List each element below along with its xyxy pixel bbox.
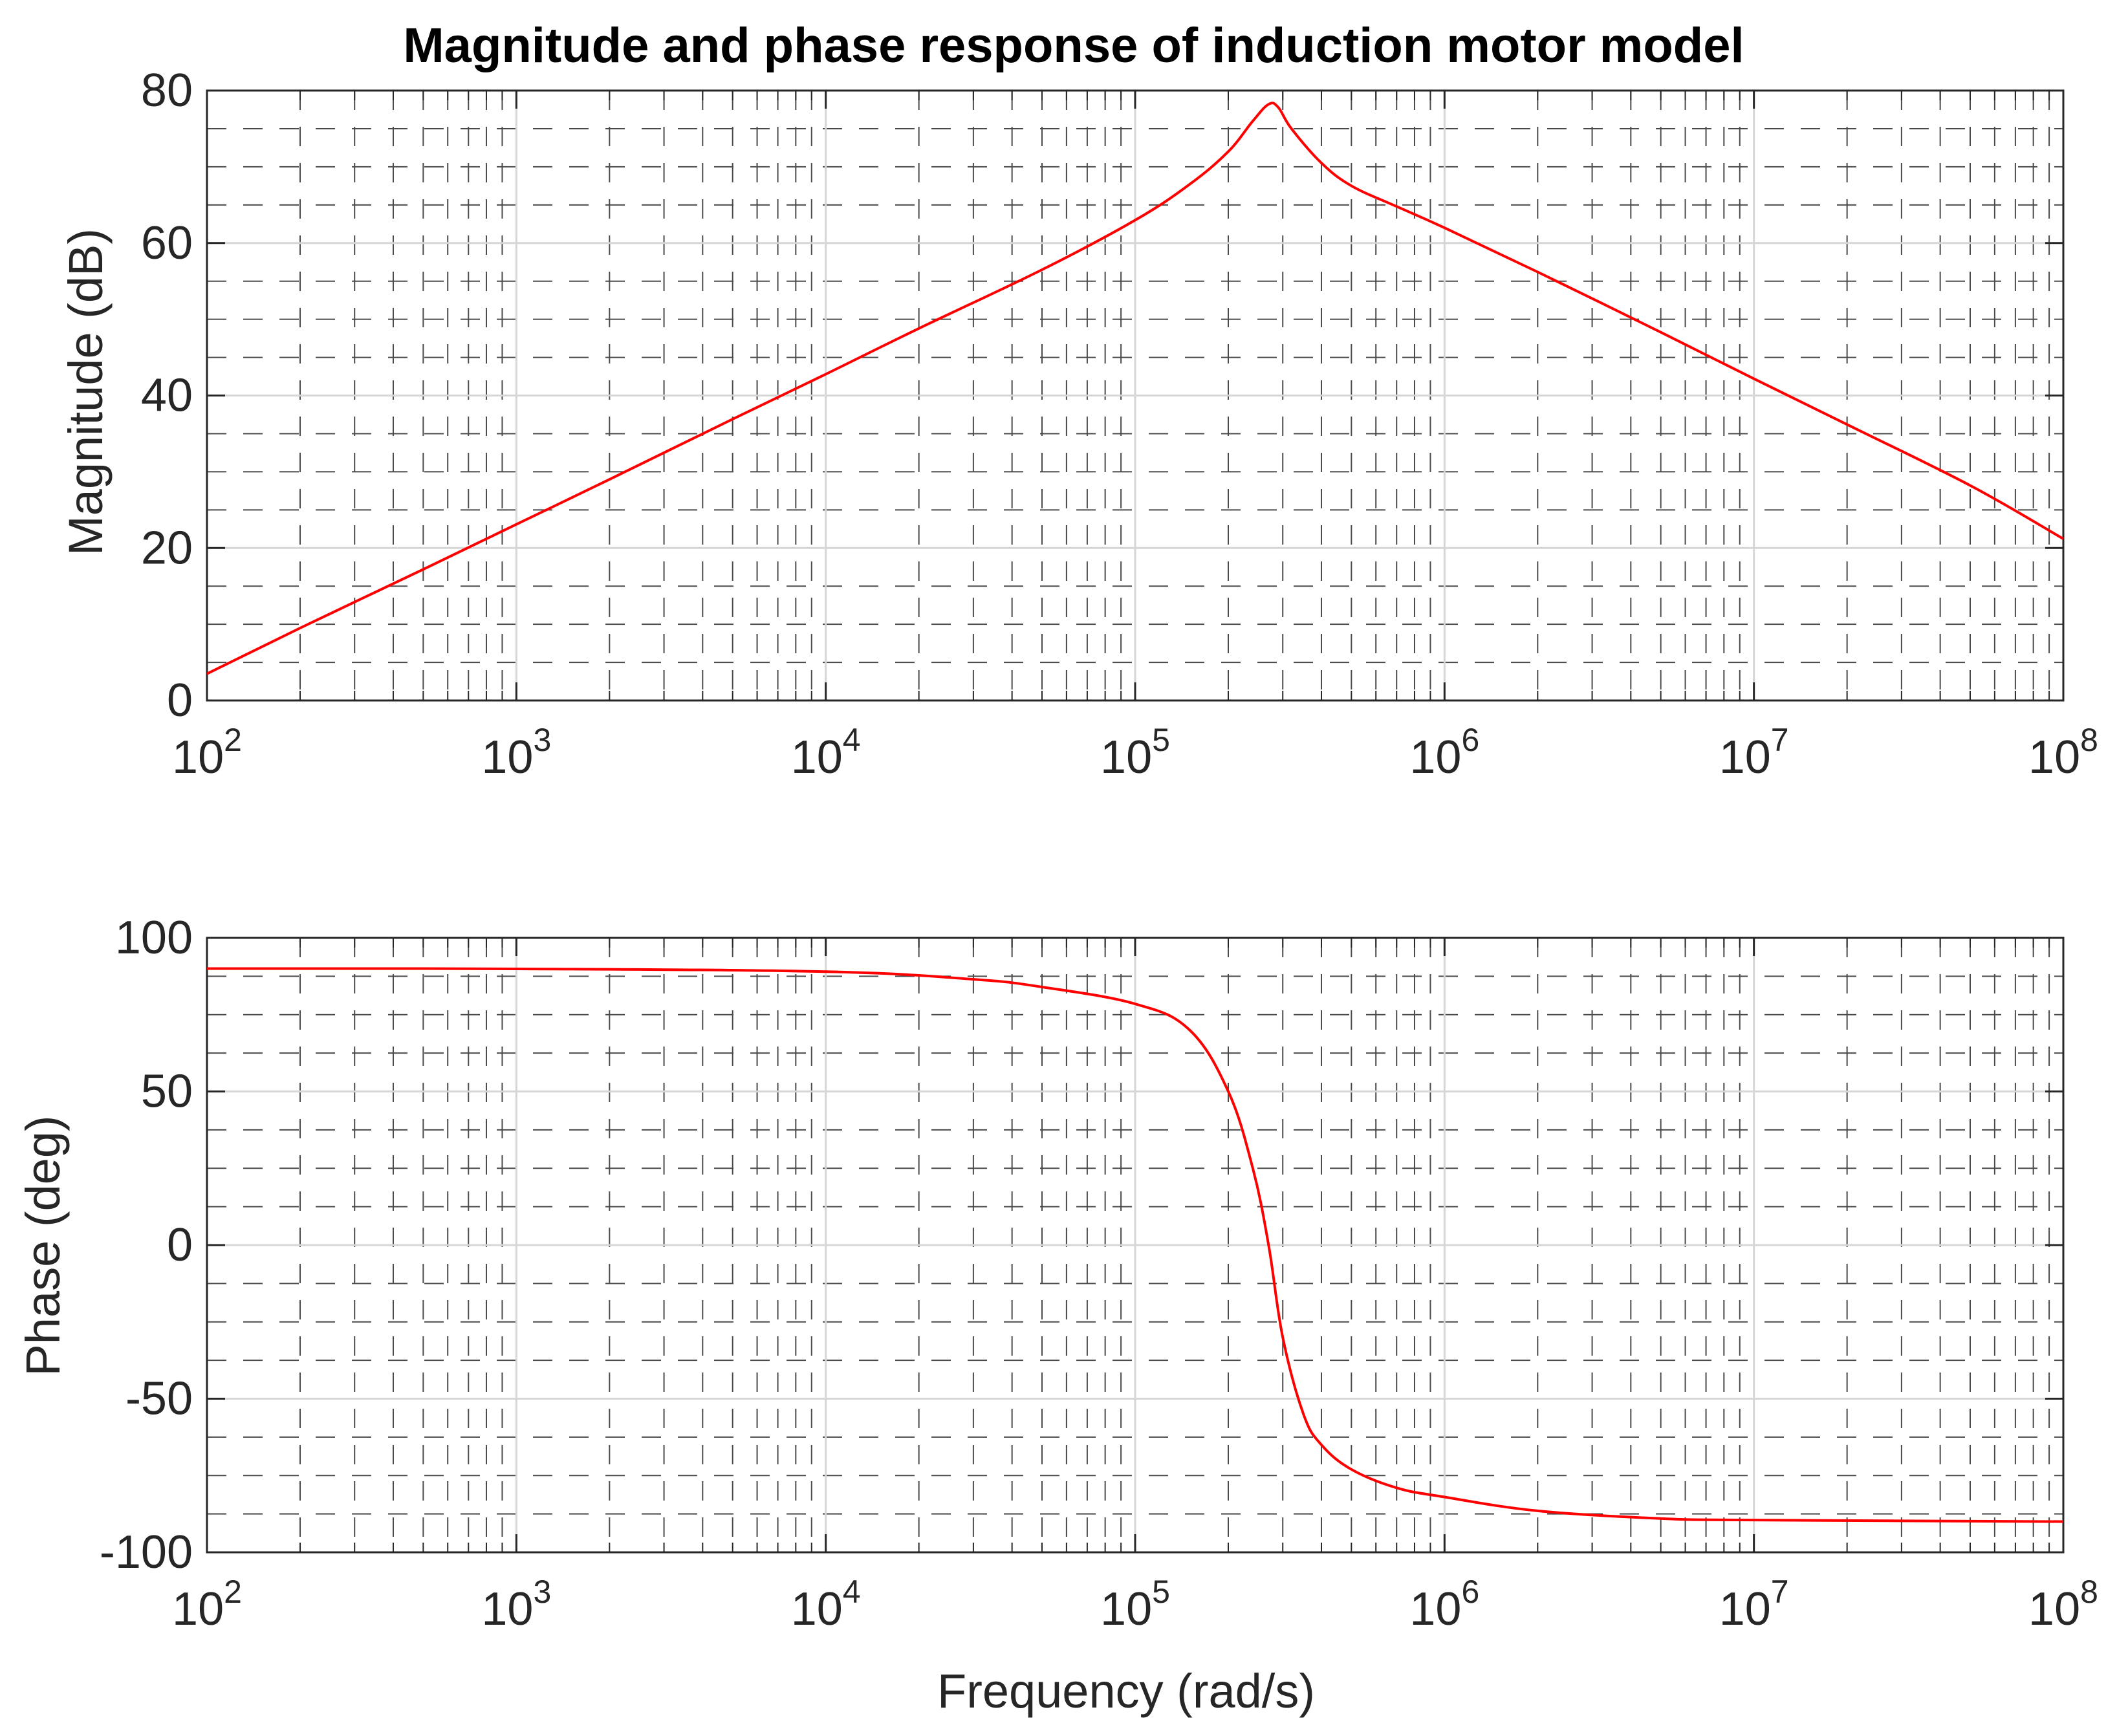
y-tick-label: 100	[115, 912, 193, 964]
x-tick-label: 105	[1100, 722, 1170, 783]
x-axis-label: Frequency (rad/s)	[937, 1664, 1315, 1718]
phase-axes: -100 -50 0 50 100 102 103 104 105 106 107 108	[100, 912, 2098, 1635]
x-tick-label: 104	[791, 722, 861, 783]
magnitude-axes: 0 20 40 60 80 102 103 104 105 106 107 108	[141, 65, 2098, 783]
x-tick-label: 103	[481, 1574, 551, 1635]
x-tick-label: 106	[1409, 722, 1479, 783]
chart-title: Magnitude and phase response of inductio…	[403, 18, 1744, 73]
x-tick-label: 108	[2028, 722, 2098, 783]
y-tick-label: 0	[167, 1219, 193, 1271]
y-tick-label: 20	[141, 522, 193, 574]
x-tick-label: 105	[1100, 1574, 1170, 1635]
phase-y-axis-label: Phase (deg)	[16, 1115, 70, 1376]
x-tick-label: 106	[1409, 1574, 1479, 1635]
y-tick-label: -100	[100, 1526, 193, 1578]
phase-series-line	[206, 967, 2064, 1523]
x-tick-label: 103	[481, 722, 551, 783]
x-tick-label: 107	[1719, 722, 1789, 783]
magnitude-series-line	[206, 102, 2064, 675]
x-tick-label: 102	[172, 1574, 242, 1635]
y-tick-label: 40	[141, 370, 193, 422]
y-tick-label: 0	[167, 675, 193, 726]
magnitude-y-axis-label: Magnitude (dB)	[59, 228, 113, 556]
x-tick-label: 108	[2028, 1574, 2098, 1635]
y-tick-label: -50	[125, 1373, 193, 1425]
x-tick-label: 104	[791, 1574, 861, 1635]
y-tick-label: 50	[141, 1066, 193, 1118]
y-tick-label: 80	[141, 65, 193, 116]
x-tick-label: 102	[172, 722, 242, 783]
x-tick-label: 107	[1719, 1574, 1789, 1635]
y-tick-label: 60	[141, 217, 193, 269]
